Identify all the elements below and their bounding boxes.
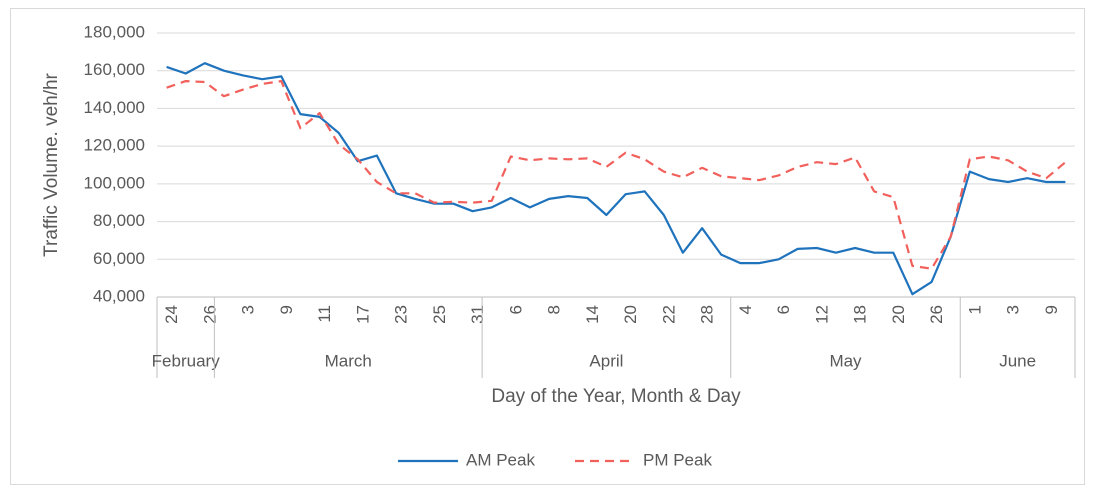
y-tick-label: 100,000 [84, 173, 145, 192]
x-tick-label: 3 [1004, 305, 1023, 314]
y-tick-label: 180,000 [84, 22, 145, 41]
x-tick-label: 12 [812, 305, 831, 324]
legend-label: PM Peak [643, 450, 712, 469]
y-tick-label: 120,000 [84, 136, 145, 155]
x-tick-label: 18 [851, 305, 870, 324]
x-tick-label: 3 [239, 305, 258, 314]
y-tick-label: 80,000 [93, 211, 145, 230]
x-tick-label: 23 [392, 305, 411, 324]
y-tick-label: 140,000 [84, 98, 145, 117]
x-tick-label: 31 [468, 305, 487, 324]
x-tick-label: 4 [736, 305, 755, 314]
y-tick-label: 60,000 [93, 249, 145, 268]
y-tick-label: 160,000 [84, 60, 145, 79]
x-tick-label: 8 [545, 305, 564, 314]
series-line [166, 62, 1066, 296]
x-tick-label: 11 [315, 305, 334, 323]
x-tick-label: 9 [277, 305, 296, 314]
month-label: May [829, 351, 862, 370]
x-tick-label: 14 [583, 305, 602, 324]
x-tick-label: 6 [774, 305, 793, 314]
month-label: March [325, 351, 372, 370]
x-tick-label: 26 [200, 305, 219, 324]
month-label: February [152, 351, 221, 370]
y-tick-label: 40,000 [93, 286, 145, 305]
month-label: April [589, 351, 623, 370]
x-tick-label: 6 [506, 305, 525, 314]
x-tick-label: 28 [698, 305, 717, 324]
legend-label: AM Peak [466, 450, 535, 469]
x-tick-label: 20 [889, 305, 908, 324]
month-label: June [999, 351, 1036, 370]
x-tick-label: 22 [659, 305, 678, 324]
chart-frame [10, 8, 1085, 485]
x-tick-label: 17 [353, 305, 372, 324]
x-tick-label: 9 [1042, 305, 1061, 314]
x-tick-label: 20 [621, 305, 640, 324]
y-axis-title: Traffic Volume. veh/hr [41, 72, 62, 256]
x-tick-label: 25 [430, 305, 449, 324]
x-axis-title: Day of the Year, Month & Day [491, 386, 741, 407]
x-tick-label: 1 [965, 305, 984, 314]
x-tick-label: 24 [162, 305, 181, 324]
x-tick-label: 26 [927, 305, 946, 324]
